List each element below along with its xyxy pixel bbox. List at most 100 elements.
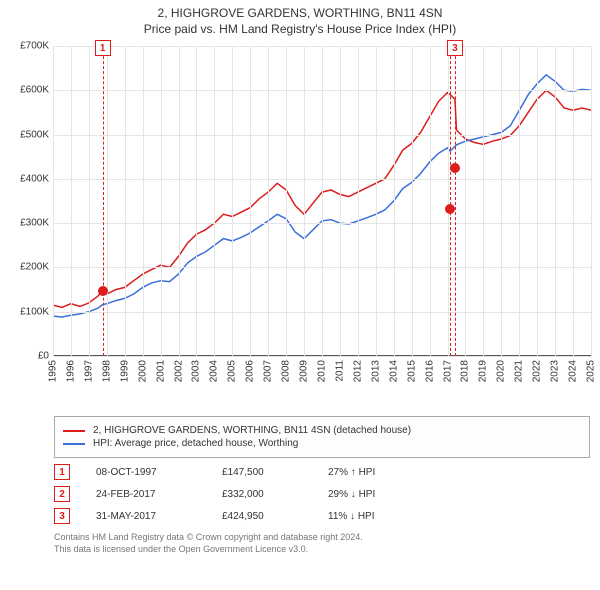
gridline-v xyxy=(537,46,538,356)
event-row: 331-MAY-2017£424,95011% ↓ HPI xyxy=(54,508,590,524)
gridline-v xyxy=(501,46,502,356)
gridline-v xyxy=(71,46,72,356)
x-tick-label: 2021 xyxy=(514,360,525,382)
y-tick-label: £400K xyxy=(20,173,49,184)
x-tick-label: 2016 xyxy=(424,360,435,382)
gridline-v xyxy=(143,46,144,356)
gridline-v xyxy=(483,46,484,356)
event-row-badge: 3 xyxy=(54,508,70,524)
x-tick-label: 2023 xyxy=(550,360,561,382)
x-tick-label: 2017 xyxy=(442,360,453,382)
x-tick-label: 2025 xyxy=(586,360,597,382)
x-tick-label: 1995 xyxy=(48,360,59,382)
y-tick-label: £500K xyxy=(20,129,49,140)
legend-swatch-hpi xyxy=(63,443,85,445)
y-tick-label: £100K xyxy=(20,306,49,317)
x-tick-label: 2022 xyxy=(532,360,543,382)
event-row-diff: 29% ↓ HPI xyxy=(328,489,418,500)
gridline-h xyxy=(53,356,591,357)
gridline-v xyxy=(340,46,341,356)
gridline-v xyxy=(573,46,574,356)
gridline-v xyxy=(232,46,233,356)
event-row-badge: 1 xyxy=(54,464,70,480)
event-badge-1: 1 xyxy=(95,40,111,56)
events-table: 1 08-OCT-1997 £147,500 27% ↑ HPI 2 24-FEB-201… xyxy=(54,464,590,524)
gridline-v xyxy=(555,46,556,356)
event-line-2 xyxy=(450,46,451,356)
gridline-v xyxy=(358,46,359,356)
event-badge-3: 3 xyxy=(447,40,463,56)
gridline-v xyxy=(268,46,269,356)
legend-label-property: 2, HIGHGROVE GARDENS, WORTHING, BN11 4SN… xyxy=(93,425,411,436)
gridline-v xyxy=(376,46,377,356)
footer: Contains HM Land Registry data © Crown c… xyxy=(54,532,590,555)
x-tick-label: 2004 xyxy=(209,360,220,382)
x-tick-label: 1998 xyxy=(101,360,112,382)
y-tick-label: £600K xyxy=(20,85,49,96)
gridline-v xyxy=(448,46,449,356)
event-row-price: £147,500 xyxy=(222,467,302,478)
event-dot-3 xyxy=(450,163,460,173)
x-tick-label: 2020 xyxy=(496,360,507,382)
x-tick-label: 2018 xyxy=(460,360,471,382)
event-row: 2 24-FEB-2017 £332,000 29% ↓ HPI xyxy=(54,486,590,502)
gridline-v xyxy=(322,46,323,356)
x-tick-label: 2006 xyxy=(245,360,256,382)
x-tick-label: 2009 xyxy=(299,360,310,382)
gridline-v xyxy=(250,46,251,356)
x-tick-label: 2024 xyxy=(568,360,579,382)
x-tick-label: 2002 xyxy=(173,360,184,382)
event-row-price: £332,000 xyxy=(222,489,302,500)
x-tick-label: 2013 xyxy=(370,360,381,382)
chart: £0£100K£200K£300K£400K£500K£600K£700K199… xyxy=(5,40,595,410)
x-tick-label: 2019 xyxy=(478,360,489,382)
event-row-badge: 2 xyxy=(54,486,70,502)
event-row-date: 24-FEB-2017 xyxy=(96,489,196,500)
event-dot-1 xyxy=(98,286,108,296)
event-row-diff: 11% ↓ HPI xyxy=(328,511,418,522)
y-tick-label: £300K xyxy=(20,218,49,229)
x-tick-label: 2000 xyxy=(137,360,148,382)
event-line-1 xyxy=(103,46,104,356)
x-tick-label: 2011 xyxy=(334,360,345,382)
x-tick-label: 1999 xyxy=(119,360,130,382)
legend: 2, HIGHGROVE GARDENS, WORTHING, BN11 4SN… xyxy=(54,416,590,458)
gridline-v xyxy=(591,46,592,356)
event-dot-2 xyxy=(445,204,455,214)
gridline-v xyxy=(179,46,180,356)
event-line-3 xyxy=(455,46,456,356)
x-tick-label: 2003 xyxy=(191,360,202,382)
gridline-v xyxy=(107,46,108,356)
x-tick-label: 2008 xyxy=(281,360,292,382)
event-row-date: 08-OCT-1997 xyxy=(96,467,196,478)
x-tick-label: 2007 xyxy=(263,360,274,382)
gridline-v xyxy=(394,46,395,356)
title-subtitle: Price paid vs. HM Land Registry's House … xyxy=(8,22,592,36)
gridline-v xyxy=(519,46,520,356)
gridline-v xyxy=(430,46,431,356)
legend-item-property: 2, HIGHGROVE GARDENS, WORTHING, BN11 4SN… xyxy=(63,425,581,436)
gridline-v xyxy=(465,46,466,356)
gridline-v xyxy=(196,46,197,356)
gridline-v xyxy=(412,46,413,356)
x-tick-label: 2012 xyxy=(352,360,363,382)
x-tick-label: 2010 xyxy=(317,360,328,382)
event-row-date: 31-MAY-2017 xyxy=(96,511,196,522)
y-tick-label: £200K xyxy=(20,262,49,273)
gridline-v xyxy=(53,46,54,356)
legend-item-hpi: HPI: Average price, detached house, Wort… xyxy=(63,438,581,449)
gridline-v xyxy=(89,46,90,356)
event-row: 1 08-OCT-1997 £147,500 27% ↑ HPI xyxy=(54,464,590,480)
legend-swatch-property xyxy=(63,430,85,432)
gridline-v xyxy=(304,46,305,356)
footer-line2: This data is licensed under the Open Gov… xyxy=(54,544,590,556)
footer-line1: Contains HM Land Registry data © Crown c… xyxy=(54,532,590,544)
x-tick-label: 1996 xyxy=(65,360,76,382)
x-tick-label: 1997 xyxy=(83,360,94,382)
x-tick-label: 2001 xyxy=(155,360,166,382)
gridline-v xyxy=(214,46,215,356)
event-row-diff: 27% ↑ HPI xyxy=(328,467,418,478)
title-address: 2, HIGHGROVE GARDENS, WORTHING, BN11 4SN xyxy=(8,6,592,20)
legend-label-hpi: HPI: Average price, detached house, Wort… xyxy=(93,438,298,449)
y-tick-label: £700K xyxy=(20,41,49,52)
